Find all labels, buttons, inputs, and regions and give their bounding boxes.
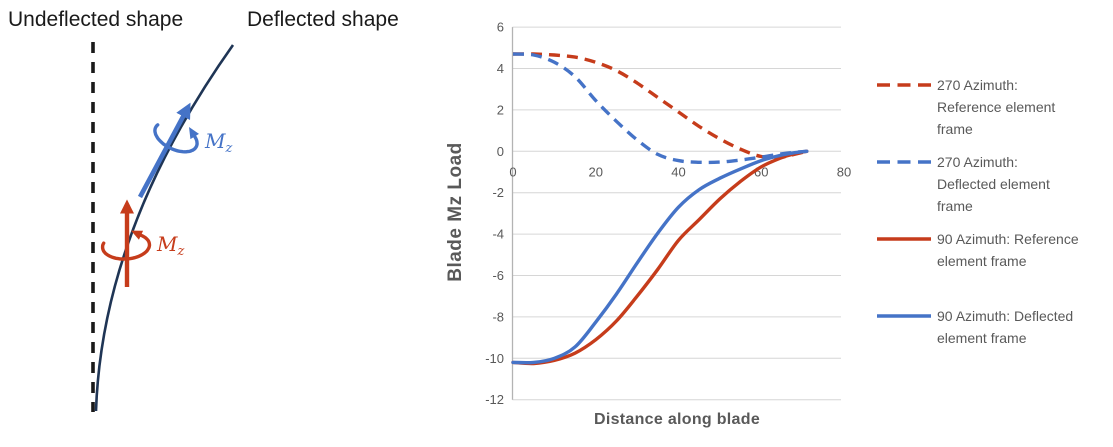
series-90-azimuth-deflected-element-frame <box>511 149 809 365</box>
moment-symbol: M <box>157 232 178 256</box>
series-270-azimuth-deflected-element-frame <box>512 52 807 165</box>
legend-label: 270 Azimuth: Deflected element frame <box>937 154 1050 214</box>
legend-item-270-reference: 270 Azimuth: Reference element frame <box>877 74 1109 151</box>
deflection-diagram-drawing <box>91 42 235 412</box>
y-tick-label: -8 <box>492 309 504 324</box>
moment-subscript: z <box>177 244 185 259</box>
chart-legend: 270 Azimuth: Reference element frame 270… <box>877 74 1109 382</box>
x-tick-label: 0 <box>509 164 516 179</box>
moment-label-reference: Mz <box>157 232 184 258</box>
series-270-azimuth-reference-element-frame <box>512 52 808 160</box>
y-tick-label: 6 <box>497 20 504 35</box>
legend-label: 90 Azimuth: Deflected element frame <box>937 308 1074 346</box>
deflected-shape-label: Deflected shape <box>247 8 399 31</box>
rotation-arrow-red <box>100 233 152 261</box>
legend-sample-red-solid-line <box>877 237 931 241</box>
y-tick-label: -12 <box>485 392 504 407</box>
deflected-shape-curve <box>94 44 235 412</box>
undeflected-shape-label: Undeflected shape <box>8 8 184 31</box>
moment-symbol: M <box>205 129 226 153</box>
legend-sample-blue-dashed-line <box>877 160 931 164</box>
x-axis-title: Distance along blade <box>593 411 761 428</box>
y-tick-label: 4 <box>497 61 504 76</box>
y-tick-label: -4 <box>492 227 504 242</box>
y-tick-label: 0 <box>497 144 504 159</box>
series-90-azimuth-reference-element-frame <box>511 149 809 366</box>
moment-subscript: z <box>225 141 233 156</box>
legend-sample-blue-solid-line <box>877 314 931 318</box>
rotation-arrow-blue-head <box>189 127 199 140</box>
legend-label: 270 Azimuth: Reference element frame <box>937 77 1056 137</box>
legend-label: 90 Azimuth: Reference element frame <box>937 231 1079 269</box>
legend-item-270-deflected: 270 Azimuth: Deflected element frame <box>877 151 1109 228</box>
deflected-moment-arrow <box>137 102 191 199</box>
blade-deflection-diagram: Undeflected shape Deflected shape Mz Mz <box>0 0 440 447</box>
y-axis-title: Blade Mz Load <box>445 142 466 282</box>
blade-mz-load-chart: 6 4 2 0 -2 -4 -6 -8 -10 -12 0 20 40 60 80 <box>440 0 890 447</box>
rotation-arrow-red-head <box>131 230 144 240</box>
y-tick-label: -2 <box>492 185 504 200</box>
rotation-arrow-blue <box>153 123 199 154</box>
x-tick-label: 80 <box>837 164 851 179</box>
legend-item-90-reference: 90 Azimuth: Reference element frame <box>877 228 1109 305</box>
legend-item-90-deflected: 90 Azimuth: Deflected element frame <box>877 305 1109 382</box>
y-tick-label: 2 <box>497 102 504 117</box>
x-tick-label: 40 <box>671 164 685 179</box>
legend-sample-red-dashed-line <box>877 83 931 87</box>
x-tick-label: 20 <box>589 164 603 179</box>
y-tick-label: -6 <box>492 268 504 283</box>
moment-label-deflected: Mz <box>205 129 232 155</box>
y-tick-label: -10 <box>485 351 504 366</box>
